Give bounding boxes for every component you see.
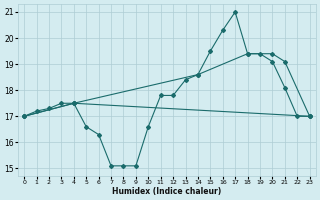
X-axis label: Humidex (Indice chaleur): Humidex (Indice chaleur) (112, 187, 221, 196)
